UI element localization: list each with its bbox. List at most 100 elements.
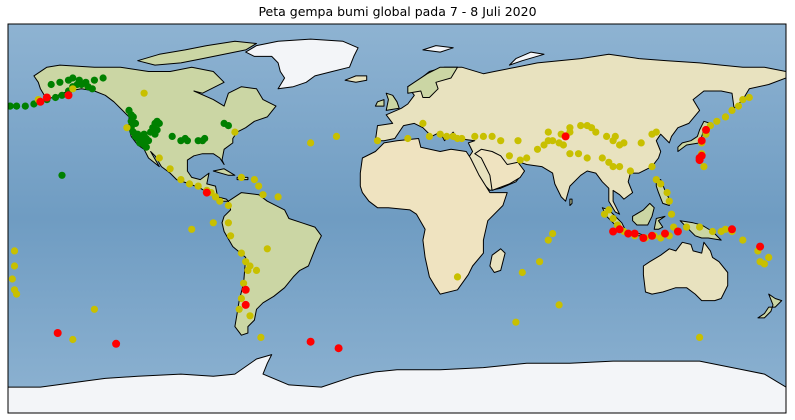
earthquake-marker-yellow [505,152,513,160]
earthquake-marker-yellow [648,163,656,171]
earthquake-marker-green [58,91,66,99]
land-novaya-zemlya [508,51,545,66]
earthquake-marker-yellow [683,223,691,231]
earthquake-marker-yellow [453,273,462,281]
earthquake-marker-green [136,139,144,147]
earthquake-marker-green [99,74,107,82]
earthquake-marker-yellow [760,260,769,268]
earthquake-marker-yellow [549,137,557,145]
earthquake-marker-yellow [257,333,265,341]
earthquake-marker-yellow [69,335,77,344]
earthquake-marker-yellow [616,163,624,171]
earthquake-marker-red [306,337,315,346]
earthquake-marker-yellow [274,193,282,201]
earthquake-marker-yellow [404,134,412,143]
earthquake-marker-yellow [665,197,673,205]
earthquake-marker-yellow [237,173,245,181]
earthquake-marker-yellow [609,163,617,171]
land-canadian-arctic-islands [137,40,257,66]
earthquake-marker-red [695,154,704,162]
earthquake-marker-yellow [734,102,743,110]
earthquake-marker-red [756,242,765,251]
earthquake-marker-yellow [652,176,660,184]
earthquake-marker-green [13,102,21,110]
earthquake-marker-yellow [544,128,552,136]
earthquake-marker-yellow [235,305,243,313]
earthquake-marker-yellow [497,137,505,145]
earthquake-marker-green [56,78,64,86]
earthquake-marker-yellow [523,154,531,162]
land-borneo [632,202,655,226]
earthquake-marker-red [673,227,682,236]
earthquake-marker-yellow [10,262,19,270]
earthquake-marker-yellow [237,249,245,257]
earthquake-marker-red [36,97,45,106]
earthquake-marker-green [224,122,232,130]
earthquake-marker-red [661,229,669,238]
earthquake-marker-yellow [419,119,427,127]
earthquake-marker-green [21,102,29,110]
earthquake-marker-yellow [155,154,163,162]
earthquake-marker-yellow [609,214,617,223]
earthquake-marker-yellow [90,305,98,313]
earthquake-marker-yellow [224,219,232,227]
earthquake-marker-green [142,143,150,151]
earthquake-marker-green [183,137,191,145]
earthquake-marker-yellow [255,182,263,190]
earthquake-marker-red [53,329,62,337]
earthquake-marker-yellow [566,150,574,158]
earthquake-marker-yellow [598,154,606,162]
earthquake-marker-yellow [373,137,382,145]
earthquake-marker-green [90,76,98,84]
earthquake-marker-yellow [436,130,444,138]
earthquake-marker-yellow [696,333,704,341]
earthquake-marker-red [697,136,706,145]
earthquake-marker-yellow [549,230,557,238]
earthquake-marker-yellow [140,89,148,97]
earthquake-marker-yellow [696,223,704,231]
earthquake-marker-yellow [583,122,591,130]
earthquake-marker-yellow [227,232,235,240]
land-arabia [474,148,525,191]
land-africa [359,138,508,295]
earthquake-marker-red [615,225,624,234]
land-iceland [344,75,368,83]
earthquake-marker-yellow [637,139,645,147]
map-frame [7,23,787,414]
earthquake-marker-red [648,231,656,240]
earthquake-marker-yellow [216,197,224,205]
earthquake-marker-yellow [667,210,676,218]
earthquake-marker-yellow [555,301,563,309]
earthquake-marker-yellow [536,258,544,266]
earthquake-marker-red [639,234,648,242]
earthquake-marker-yellow [458,134,466,143]
earthquake-marker-red [334,344,343,353]
earthquake-marker-yellow [739,236,747,244]
earthquake-marker-yellow [663,189,671,197]
earthquake-marker-red [202,188,211,197]
earthquake-marker-yellow [559,141,568,149]
earthquake-marker-yellow [252,266,261,274]
earthquake-marker-green [51,93,60,102]
land-south-america [221,192,322,336]
earthquake-marker-yellow [209,219,217,227]
earthquake-marker-yellow [185,180,194,188]
earthquake-marker-yellow [721,113,730,121]
earthquake-marker-red [624,229,633,238]
earthquake-marker-yellow [616,141,624,149]
earthquake-marker-yellow [745,93,753,102]
earthquake-marker-yellow [657,180,665,188]
earthquake-marker-green [144,137,153,145]
land-greenland [245,38,359,90]
earthquake-marker-green [8,102,14,110]
earthquake-marker-yellow [240,279,248,287]
earthquake-marker-yellow [708,227,717,236]
earthquake-marker-yellow [259,191,267,199]
land-australia [642,241,729,302]
earthquake-marker-yellow [231,128,239,136]
land-svalbard [422,45,454,53]
earthquake-marker-red [42,93,51,102]
earthquake-marker-yellow [600,210,609,218]
earthquake-marker-yellow [425,132,433,140]
